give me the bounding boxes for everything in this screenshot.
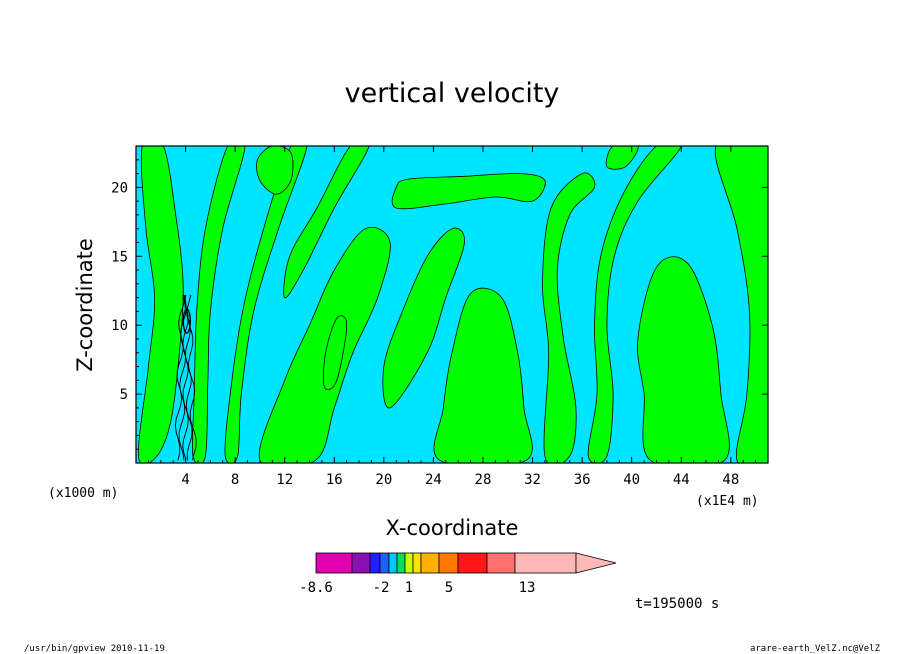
colorbar-swatch	[351, 552, 371, 574]
positive-region-7	[433, 287, 533, 463]
y-axis-ticks: 5 10 15 20	[111, 159, 768, 450]
chart-title: vertical velocity	[345, 78, 560, 109]
positive-region-9	[542, 172, 596, 463]
positive-velocity-regions	[137, 146, 768, 463]
colorbar-swatch	[396, 552, 406, 574]
plume-contour-5	[186, 294, 197, 461]
y-unit-label: (x1000 m)	[48, 486, 118, 501]
positive-region-4	[283, 146, 370, 299]
positive-region-3	[224, 146, 308, 463]
x-tick-label: 16	[326, 472, 343, 488]
colorbar-tick-label: 5	[445, 580, 453, 596]
colorbar-swatch	[457, 552, 488, 574]
colorbar-tick-label: 13	[519, 580, 536, 596]
colorbar-swatch	[315, 552, 353, 574]
colorbar	[315, 552, 617, 574]
plume-core-contour	[182, 308, 192, 334]
x-tick-label: 44	[673, 472, 690, 488]
y-tick-label: 20	[111, 180, 128, 196]
plume-contour-1	[174, 294, 186, 461]
colorbar-swatch	[438, 552, 459, 574]
x-axis-ticks: 4 8 12 16 20 24 28 32 36 40 44 48	[147, 146, 757, 488]
plot-frame	[135, 145, 769, 464]
colorbar-tick-label: -8.6	[299, 580, 333, 596]
positive-region-14	[322, 315, 348, 391]
positive-region-5	[258, 226, 391, 463]
plume-contour-lines	[174, 294, 197, 461]
x-tick-label: 12	[276, 472, 293, 488]
x-tick-label: 8	[231, 472, 239, 488]
x-tick-label: 40	[623, 472, 640, 488]
footer-right: arare-earth_VelZ.nc@VelZ	[750, 644, 881, 654]
footer-left: /usr/bin/gpview 2010-11-19	[24, 644, 165, 654]
colorbar-swatch	[486, 552, 516, 574]
positive-region-12	[714, 146, 768, 463]
colorbar-labels: -8.6 -2 1 5 13	[299, 580, 535, 596]
x-tick-label: 28	[475, 472, 492, 488]
positive-region-8	[391, 173, 546, 210]
x-tick-label: 36	[574, 472, 591, 488]
time-label: t=195000 s	[635, 596, 719, 612]
colorbar-swatch	[412, 552, 422, 574]
x-tick-label: 32	[524, 472, 541, 488]
positive-region-11	[637, 256, 730, 463]
colorbar-extend-arrow	[575, 552, 617, 574]
colorbar-tick-label: -2	[373, 580, 390, 596]
y-axis-label: Z-coordinate	[73, 238, 97, 372]
colorbar-swatch	[369, 552, 381, 574]
y-tick-label: 15	[111, 249, 128, 265]
colorbar-swatch	[514, 552, 577, 574]
positive-region-10	[587, 146, 682, 463]
x-tick-label: 4	[181, 472, 189, 488]
colorbar-swatch	[420, 552, 440, 574]
colorbar-tick-label: 1	[405, 580, 413, 596]
x-tick-label: 20	[375, 472, 392, 488]
positive-region-13	[256, 146, 294, 195]
y-tick-label: 5	[120, 387, 128, 403]
positive-region-15	[605, 146, 639, 170]
x-unit-label: (x1E4 m)	[696, 494, 759, 509]
positive-region-6	[382, 227, 465, 409]
x-tick-label: 48	[722, 472, 739, 488]
y-tick-label: 10	[111, 318, 128, 334]
x-axis-label: X-coordinate	[386, 516, 519, 540]
colorbar-swatch	[379, 552, 390, 574]
positive-region-2	[191, 146, 246, 463]
colorbar-swatch	[388, 552, 398, 574]
x-tick-label: 24	[425, 472, 442, 488]
colorbar-swatch	[404, 552, 414, 574]
positive-region-1	[137, 146, 184, 463]
